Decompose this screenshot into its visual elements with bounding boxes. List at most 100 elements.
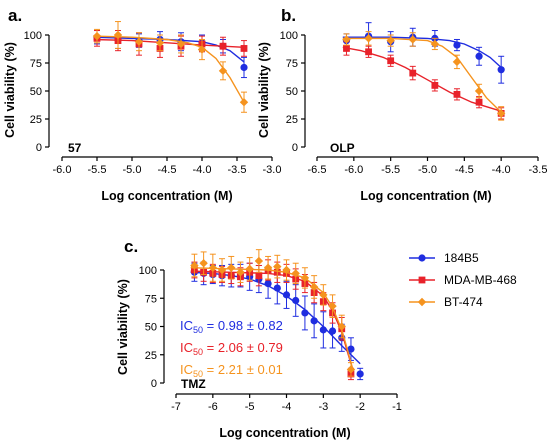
legend-label: BT-474: [444, 295, 483, 309]
data-point-diamond: [364, 34, 373, 43]
y-tick-label: 50: [145, 322, 157, 334]
x-tick-label: -4.0: [492, 164, 511, 176]
data-point-circle: [292, 296, 300, 305]
x-tick-label: -5.0: [418, 164, 437, 176]
y-axis-label: Cell viability (%): [116, 279, 130, 375]
data-point-diamond: [155, 38, 165, 48]
y-axis-label: Cell viability (%): [3, 42, 17, 138]
x-tick-label: -6.5: [308, 164, 327, 176]
x-tick-label: -2: [355, 401, 365, 413]
data-point-diamond: [300, 273, 310, 283]
x-tick-label: -3.5: [228, 164, 247, 176]
data-point-diamond: [408, 35, 417, 44]
x-axis-label: Log concentration (M): [101, 189, 232, 203]
compound-label: OLP: [330, 141, 355, 155]
data-point-circle: [310, 317, 318, 325]
legend: 184B5 MDA-MB-468 BT-474: [409, 251, 517, 309]
y-tick-label: 0: [36, 142, 42, 154]
data-point-circle: [475, 52, 483, 60]
x-tick-label: -5.5: [381, 164, 400, 176]
panel-c-chart: -7 -6 -5 -4 -3 -2 -1 0 25 50 75 100 Log concentratio…: [116, 237, 517, 440]
series-bt-474: [92, 21, 249, 113]
data-point-square: [219, 42, 227, 50]
y-tick-label: 100: [24, 30, 42, 42]
data-point-circle: [347, 345, 355, 353]
data-point-square: [255, 272, 263, 280]
data-point-diamond: [328, 301, 337, 311]
data-point-diamond: [346, 365, 356, 374]
data-point-square: [240, 45, 248, 52]
data-point-diamond: [190, 261, 199, 270]
x-axis-label: Log concentration (M): [360, 189, 491, 203]
data-point-circle: [453, 41, 461, 49]
data-point-diamond: [386, 36, 395, 45]
x-tick-label: -4.0: [193, 164, 212, 176]
y-tick-label: 25: [145, 350, 157, 362]
data-point-square: [343, 45, 350, 52]
legend-label: MDA-MB-468: [444, 273, 517, 287]
fit-curve: [342, 37, 502, 113]
data-point-diamond: [496, 109, 506, 118]
x-tick-label: -3.5: [529, 164, 548, 176]
data-point-diamond: [254, 256, 264, 266]
y-tick-label: 0: [292, 142, 298, 154]
x-tick-label: -4: [282, 401, 292, 413]
data-point-diamond: [134, 37, 144, 46]
data-point-square: [409, 69, 417, 77]
data-point-diamond: [176, 39, 186, 49]
data-point-diamond: [319, 290, 328, 300]
y-tick-label: 75: [30, 58, 42, 70]
data-point-diamond: [417, 297, 427, 307]
data-point-circle: [240, 63, 248, 72]
data-point-diamond: [217, 265, 227, 275]
data-point-diamond: [474, 86, 484, 96]
x-axis-label: Log concentration (M): [219, 426, 350, 440]
data-point-square: [365, 48, 372, 56]
y-tick-label: 50: [30, 86, 42, 98]
data-point-circle: [497, 66, 505, 74]
y-axis-label: Cell viability (%): [257, 42, 271, 138]
data-point-circle: [282, 291, 291, 299]
x-tick-label: -5.5: [88, 164, 107, 176]
ic50-annotation: IC50 = 2.21 ± 0.01: [180, 362, 283, 379]
panel-label: c.: [124, 237, 138, 256]
x-tick-label: -5: [245, 401, 255, 413]
data-point-diamond: [452, 57, 462, 67]
panel-label: b.: [281, 6, 296, 25]
data-point-diamond: [309, 282, 319, 292]
panel-label: a.: [8, 6, 22, 25]
data-point-square: [453, 90, 461, 98]
compound-label: 57: [68, 141, 82, 155]
data-point-square: [418, 276, 426, 284]
data-point-square: [431, 82, 439, 89]
y-tick-label: 0: [151, 378, 157, 390]
data-point-circle: [356, 370, 364, 378]
data-point-circle: [328, 327, 337, 335]
x-tick-label: -6.0: [344, 164, 363, 176]
data-point-diamond: [342, 35, 351, 44]
x-tick-label: -3: [318, 401, 328, 413]
fit-curve: [93, 35, 245, 103]
data-point-diamond: [263, 263, 273, 272]
data-point-diamond: [218, 66, 228, 76]
data-point-circle: [301, 309, 309, 317]
data-point-diamond: [291, 269, 300, 278]
data-point-diamond: [245, 264, 254, 274]
data-point-diamond: [113, 30, 123, 40]
data-point-diamond: [337, 322, 346, 331]
y-tick-label: 75: [145, 293, 157, 305]
legend-label: 184B5: [444, 251, 479, 265]
data-point-diamond: [236, 268, 245, 277]
x-tick-label: -6: [208, 401, 218, 413]
data-point-diamond: [227, 263, 236, 272]
data-point-circle: [264, 279, 272, 288]
data-point-circle: [273, 284, 281, 292]
series-bt-474: [342, 31, 506, 121]
x-tick-label: -4.5: [158, 164, 177, 176]
data-point-circle: [319, 326, 327, 334]
data-point-diamond: [273, 262, 282, 271]
panel-b-chart: -6.5 -6.0 -5.5 -5.0 -4.5 -4.0 -3.5 0 25 50 75 100 Lo…: [257, 6, 547, 203]
ic50-annotation: IC50 = 2.06 ± 0.79: [180, 340, 283, 357]
x-tick-label: -1: [392, 401, 402, 413]
